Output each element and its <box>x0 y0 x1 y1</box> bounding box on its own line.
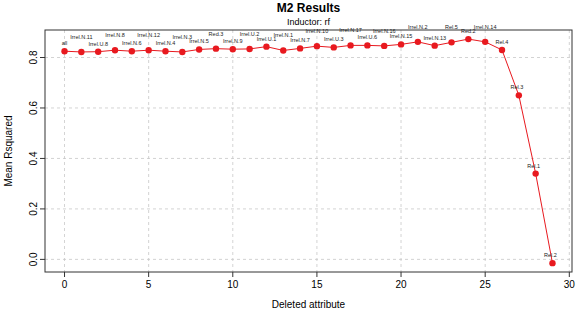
data-line <box>65 39 553 263</box>
x-tick <box>148 272 149 277</box>
grid-line <box>232 30 233 272</box>
grid-line <box>45 107 572 108</box>
plot-frame <box>45 30 572 272</box>
y-tick <box>40 158 45 159</box>
grid-line <box>45 259 572 260</box>
point-label: Irrel.N.17 <box>339 27 362 33</box>
x-tick <box>485 272 486 277</box>
data-point <box>297 45 303 51</box>
point-label: Rel.2 <box>544 252 557 258</box>
point-label: Irrel.N.13 <box>423 35 446 41</box>
plot-area <box>61 36 555 266</box>
data-point <box>482 39 488 45</box>
point-label: Red.3 <box>209 31 224 37</box>
data-point <box>263 43 269 49</box>
data-point <box>112 47 118 53</box>
y-tick <box>40 57 45 58</box>
data-point <box>230 46 236 52</box>
x-tick-label: 0 <box>62 279 68 290</box>
y-tick <box>40 208 45 209</box>
data-point <box>246 46 252 52</box>
point-label: Irrel.N.15 <box>390 33 413 39</box>
grid-line <box>401 30 402 272</box>
x-tick-label: 30 <box>564 279 576 290</box>
y-tick <box>40 107 45 108</box>
grid-line <box>485 30 486 272</box>
y-tick-label: 0.6 <box>28 101 39 115</box>
point-label: Irrel.U.3 <box>324 36 344 42</box>
grid-line <box>569 30 570 272</box>
point-label: Irrel.N.5 <box>189 38 209 44</box>
y-axis-label: Mean Rsquared <box>3 115 14 186</box>
data-point <box>78 49 84 55</box>
data-point <box>415 39 421 45</box>
data-point <box>162 48 168 54</box>
data-point <box>465 36 471 42</box>
point-label: all <box>62 40 68 46</box>
point-label: Irrel.N.10 <box>306 28 329 34</box>
data-point <box>381 43 387 49</box>
data-point <box>61 48 67 54</box>
x-tick-label: 10 <box>227 279 239 290</box>
data-point <box>196 46 202 52</box>
data-point <box>516 92 522 98</box>
y-tick-label: 0.2 <box>28 202 39 216</box>
data-point <box>145 47 151 53</box>
x-tick <box>569 272 570 277</box>
x-tick-label: 15 <box>311 279 323 290</box>
data-point <box>431 42 437 48</box>
title: M2 Results <box>277 1 341 15</box>
point-label: Rel.4 <box>496 39 509 45</box>
x-tick <box>232 272 233 277</box>
y-tick-label: 0.4 <box>28 151 39 165</box>
point-label: Irrel.N.11 <box>70 34 92 40</box>
point-label: Irrel.N.7 <box>290 37 310 43</box>
data-point <box>213 45 219 51</box>
subtitle: Inductor: rf <box>287 17 331 27</box>
point-label: Irrel.N.12 <box>137 32 160 38</box>
point-label: Irrel.N.4 <box>156 40 176 46</box>
data-point <box>331 44 337 50</box>
y-tick-label: 0.0 <box>28 252 39 266</box>
data-point <box>280 47 286 53</box>
point-label: Irrel.N.14 <box>474 24 497 30</box>
data-point <box>532 170 538 176</box>
x-tick-label: 20 <box>395 279 407 290</box>
data-point <box>129 48 135 54</box>
data-point <box>364 42 370 48</box>
x-tick-label: 5 <box>146 279 152 290</box>
x-tick-label: 25 <box>480 279 492 290</box>
grid-line <box>45 57 572 58</box>
point-label: Irrel.N.6 <box>122 40 142 46</box>
x-tick <box>401 272 402 277</box>
data-point <box>549 260 555 266</box>
grid-line <box>45 158 572 159</box>
point-label: Rel.3 <box>510 84 523 90</box>
data-point <box>314 43 320 49</box>
data-point <box>448 39 454 45</box>
point-label: Irrel.N.8 <box>105 32 125 38</box>
point-label: Rel.1 <box>527 163 540 169</box>
point-label: Irrel.N.2 <box>408 24 428 30</box>
grid-line <box>64 30 65 272</box>
grid-line <box>45 208 572 209</box>
grid-line <box>316 30 317 272</box>
data-point <box>499 47 505 53</box>
grid-line <box>148 30 149 272</box>
y-tick-label: 0.8 <box>28 50 39 64</box>
data-point <box>179 49 185 55</box>
point-label: Irrel.U.6 <box>358 34 378 40</box>
data-point <box>398 41 404 47</box>
x-axis-label: Deleted attribute <box>272 299 346 310</box>
point-label: Irrel.U.8 <box>88 41 108 47</box>
point-label: Irrel.N.9 <box>223 38 243 44</box>
x-tick <box>316 272 317 277</box>
point-label: Rel.5 <box>445 24 458 30</box>
data-point <box>95 49 101 55</box>
data-point <box>347 42 353 48</box>
y-tick <box>40 259 45 260</box>
x-tick <box>64 272 65 277</box>
